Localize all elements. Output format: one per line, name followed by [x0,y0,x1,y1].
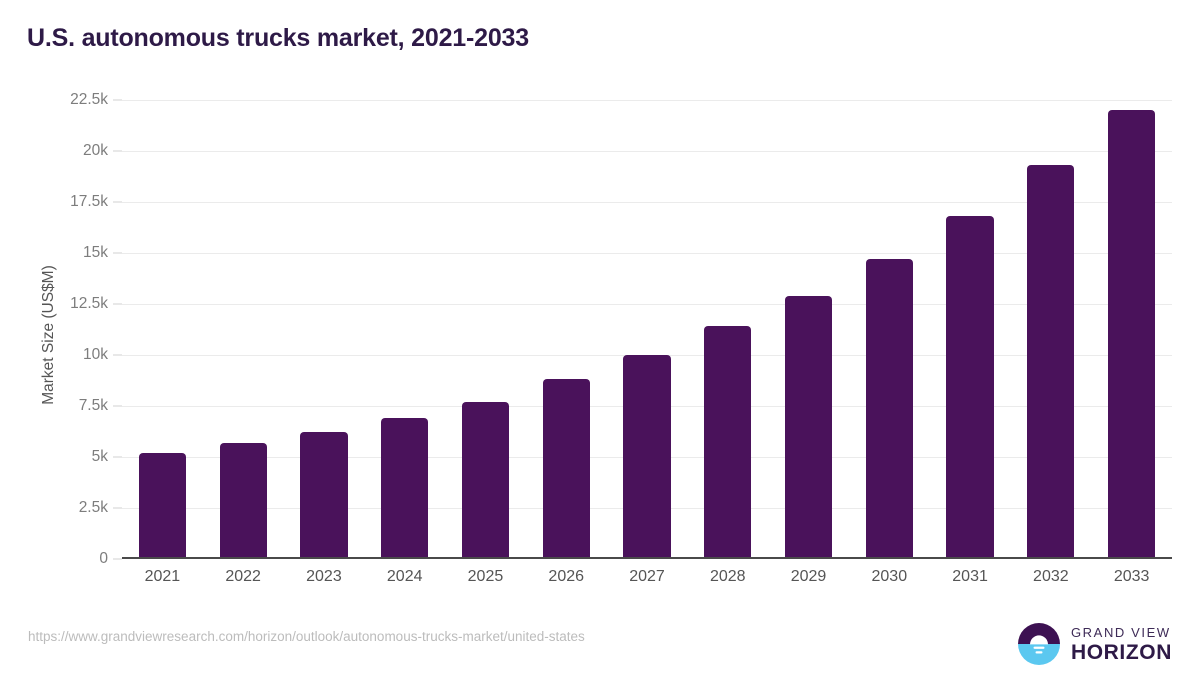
x-tick-label: 2033 [1113,568,1150,585]
x-tick-label: 2028 [709,568,746,585]
x-tick-label: 2022 [225,568,261,585]
x-tick-label: 2032 [1033,568,1069,585]
y-tick-label: 2.5k [78,499,108,516]
bar[interactable] [865,259,913,559]
bar[interactable] [623,355,671,559]
bar[interactable] [704,326,752,559]
y-tick-mark [113,150,122,152]
y-tick-label: 10k [83,346,108,363]
bar[interactable] [300,431,348,559]
gridline [122,253,1172,254]
gridline [122,100,1172,101]
y-tick-mark [113,252,122,254]
x-tick-label: 2030 [871,568,908,585]
x-tick-label: 2021 [144,568,181,585]
y-tick-mark [113,558,122,560]
bar[interactable] [542,379,590,559]
horizon-sun-circle-icon [1017,623,1060,665]
gridline [122,151,1172,152]
bar[interactable] [219,442,267,559]
bar[interactable] [138,452,186,559]
logo-line-horizon: HORIZON [1070,640,1172,664]
logo-line-grandview: GRAND VIEW [1070,624,1171,640]
y-tick-mark [113,303,122,305]
y-tick-label: 17.5k [70,193,108,210]
bar[interactable] [784,295,833,559]
y-axis-tick-labels: 0 2.5k 5k 7.5k 10k 12.5k 15k 17.5k 20k 22.5k [30,91,122,567]
y-tick-label: 20k [83,142,108,159]
y-tick-mark [113,507,122,509]
gridline [122,304,1172,305]
page-title: U.S. autonomous trucks market, 2021-2033 [27,24,529,52]
x-tick-label: 2025 [467,568,504,585]
source-url[interactable]: https://www.grandviewresearch.com/horizo… [28,629,585,644]
y-tick-mark [113,201,122,203]
x-axis-line [122,557,1172,559]
brand-logo[interactable]: GRAND VIEW HORIZON [1017,620,1172,668]
x-tick-label: 2027 [629,568,665,585]
y-tick-mark [113,99,122,101]
bar[interactable] [381,418,429,559]
y-tick-label: 12.5k [70,295,108,312]
x-tick-label: 2031 [952,568,988,585]
y-tick-label: 22.5k [70,91,108,108]
y-tick-mark [113,354,122,356]
x-axis-tick-labels: 2021 2022 2023 2024 2025 2026 2027 2028 2029 2030… [122,568,1172,594]
y-tick-label: 5k [91,448,108,465]
bar[interactable] [1027,165,1075,559]
x-tick-label: 2026 [548,568,585,585]
x-tick-label: 2029 [790,568,827,585]
y-tick-label: 15k [83,244,108,261]
y-tick-label: 7.5k [78,397,108,414]
bar[interactable] [461,401,510,559]
gridline [122,202,1172,203]
plot-area [122,100,1172,559]
bar[interactable] [946,216,994,559]
x-tick-label: 2024 [386,568,423,585]
y-tick-mark [113,405,122,407]
bar[interactable] [1107,110,1156,559]
logo-wordmark: GRAND VIEW HORIZON [1071,626,1172,663]
y-tick-label: 0 [99,550,108,567]
x-tick-label: 2023 [306,568,342,585]
y-tick-mark [113,456,122,458]
